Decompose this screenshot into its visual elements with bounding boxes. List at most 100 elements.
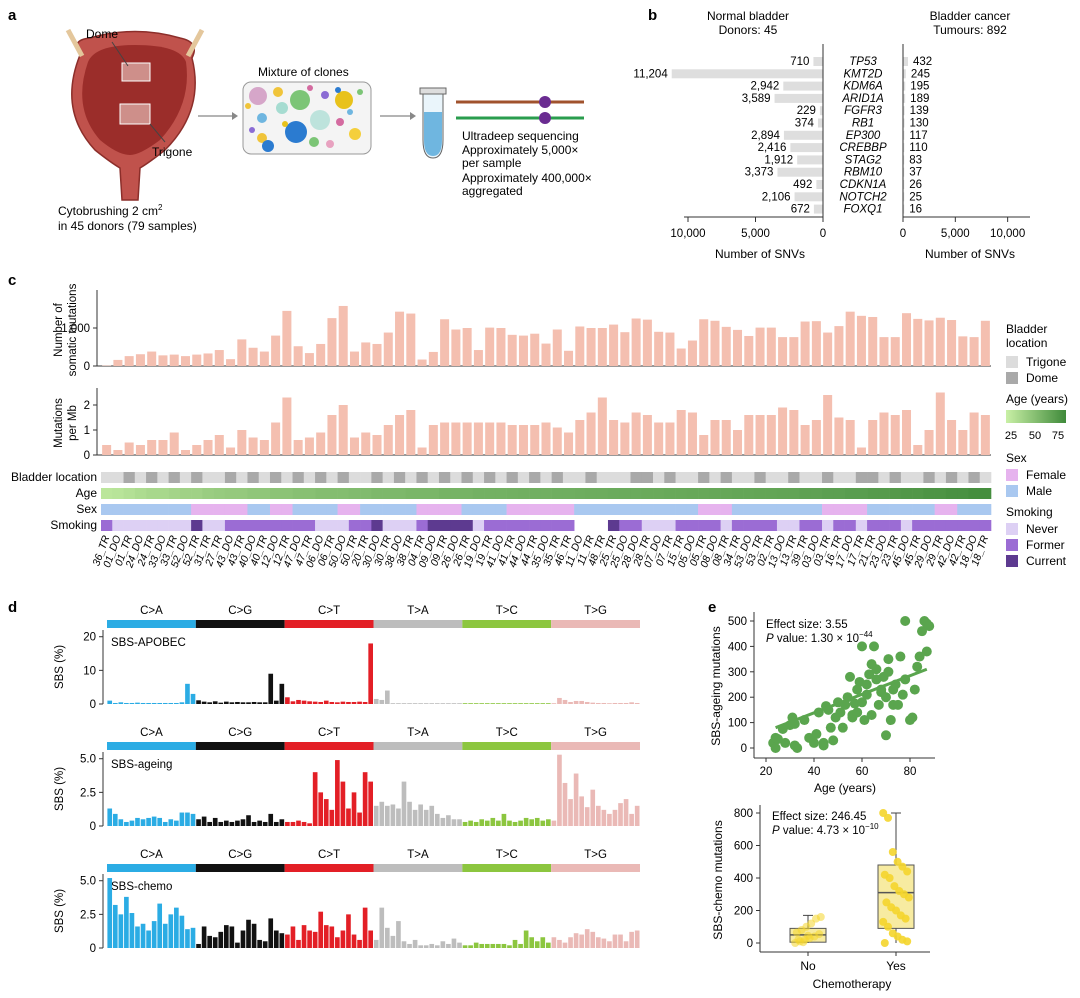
c-age-cell: [934, 488, 947, 499]
d-sbs-bar: [434, 703, 440, 704]
d-group-band: [462, 620, 552, 628]
c-age-cell: [607, 488, 620, 499]
d-group-label: T>G: [584, 605, 607, 617]
c-smoking-cell: [506, 520, 519, 531]
d-sbs-bar: [429, 805, 435, 826]
c-smoking-cell: [213, 520, 226, 531]
c-location-cell: [833, 472, 845, 483]
d-sbs-bar: [462, 945, 468, 948]
c-somatic-bar: [158, 355, 168, 366]
legend-current-label: Current: [1026, 554, 1067, 568]
d-group-label: C>G: [228, 727, 252, 739]
d-sbs-bar: [612, 702, 618, 704]
d-sbs-bar: [112, 813, 118, 826]
b-right-value: 25: [909, 191, 922, 203]
e-top-annotation-p: P value: 1.30 × 10−44: [766, 630, 873, 645]
cyto-line1: Cytobrushing 2 cm2: [58, 203, 163, 218]
c-permb-bar: [406, 410, 416, 455]
c-sex-cell: [945, 504, 958, 515]
clone-circle: [349, 128, 361, 140]
d-sbs-bar: [107, 878, 113, 948]
c-somatic-bar: [237, 339, 247, 366]
clone-circle: [335, 87, 341, 93]
clone-circle: [285, 121, 307, 143]
d-sbs-bar: [335, 760, 340, 826]
c-smoking-cell: [168, 520, 181, 531]
c-location-cell: [337, 472, 350, 483]
d-sbs-bar: [179, 915, 185, 948]
legend-trigone-swatch: [1006, 356, 1018, 368]
d-sbs-bar: [457, 819, 462, 826]
d-sbs-bar: [212, 701, 218, 704]
d-sbs-bar: [634, 805, 640, 826]
d-tick-label: 0: [90, 821, 96, 833]
c-location-cell: [191, 472, 203, 483]
c-track-label-age: Age: [76, 486, 98, 500]
c-location-cell: [844, 472, 857, 483]
panel-d-signatures: C>A C>G C>T T>A T>C T>G 0 10 20 SBS-APOBEC SBS (%)…: [54, 605, 640, 955]
d-sbs-bar: [357, 701, 362, 704]
e-top-point: [914, 651, 925, 662]
c-smoking-cell: [945, 520, 958, 531]
d-sbs-bar: [312, 772, 318, 826]
c-sex-cell: [855, 504, 868, 515]
d-sbs-bar: [318, 792, 324, 826]
b-left-value: 710: [790, 56, 809, 68]
c-smoking-cell: [934, 520, 947, 531]
e-bot-point: [880, 939, 889, 947]
c-sex-cell: [191, 504, 203, 515]
c-somatic-bar: [462, 328, 472, 366]
d-sbs-bar: [479, 703, 485, 704]
c-somatic-bar: [552, 329, 562, 366]
d-sbs-bar: [440, 817, 446, 826]
d-sbs-bar: [385, 690, 390, 704]
c-age-cell: [269, 488, 282, 499]
c-location-cell: [416, 472, 429, 483]
c-smoking-cell: [202, 520, 214, 531]
c-somatic-bar: [823, 332, 833, 366]
d-sbs-bar: [273, 821, 279, 826]
c-smoking-cell: [765, 520, 778, 531]
cyto-line2: in 45 donors (79 samples): [58, 219, 197, 233]
b-left-bar: [819, 106, 823, 116]
b-left-value: 2,894: [751, 130, 780, 142]
c-smoking-cell: [788, 520, 800, 531]
d-sbs-bar: [579, 934, 584, 948]
c-permb-bar: [834, 417, 844, 455]
legend-dome-label: Dome: [1026, 371, 1058, 385]
d-sbs-bar: [240, 702, 246, 704]
c-permb-bar: [969, 412, 979, 455]
legend-current-swatch: [1006, 555, 1018, 567]
c-location-cell: [900, 472, 913, 483]
c-location-cell: [979, 472, 992, 483]
c-permb-bar: [530, 425, 540, 455]
c-sex-cell: [269, 504, 282, 515]
d-sbs-bar: [446, 703, 451, 704]
d-sbs-bar: [257, 939, 262, 948]
c-age-cell: [517, 488, 530, 499]
e-bot-point: [888, 848, 897, 856]
c-smoking-cell: [427, 520, 440, 531]
d-sbs-bar: [518, 820, 523, 826]
d-sbs-bar: [362, 907, 368, 948]
d-sbs-bar: [412, 939, 418, 948]
c-age-cell: [585, 488, 597, 499]
e-top-ytick-label: 500: [728, 616, 747, 628]
c-location-cell: [371, 472, 383, 483]
d-sbs-bar: [362, 772, 368, 826]
d-sbs-bar: [401, 781, 407, 826]
e-top-point: [909, 684, 920, 695]
c-sex-cell: [393, 504, 406, 515]
c-location-cell: [551, 472, 564, 483]
b-gene-label: KDM6A: [843, 81, 883, 93]
c-permb-bar: [214, 435, 224, 455]
c-somatic-bar: [890, 337, 900, 366]
d-group-band: [373, 864, 463, 872]
c-smoking-cell: [224, 520, 237, 531]
c-permb-bar: [958, 430, 968, 455]
d-sbs-bar: [340, 781, 346, 826]
e-top-point: [770, 743, 781, 753]
b-right-value: 139: [910, 105, 929, 117]
c-sex-cell: [540, 504, 552, 515]
d-sbs-bar: [523, 703, 529, 704]
